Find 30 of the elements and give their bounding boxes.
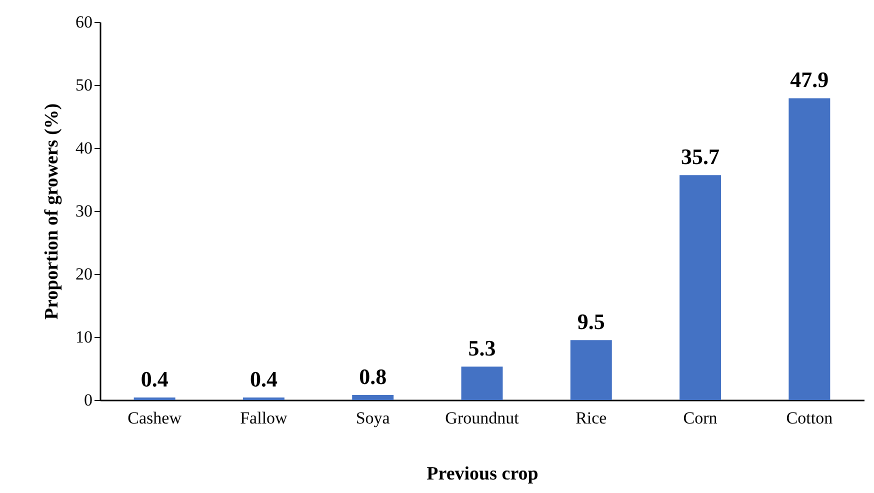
x-tick-label: Cotton	[786, 408, 834, 428]
x-tick-label: Soya	[356, 408, 390, 428]
x-tick-label: Rice	[576, 408, 607, 428]
y-tick-label: 20	[76, 264, 92, 284]
data-label: 35.7	[681, 144, 720, 170]
bar	[788, 98, 830, 400]
bar	[352, 394, 394, 400]
bar	[134, 397, 176, 400]
data-label: 0.4	[140, 366, 168, 392]
y-tick-label: 60	[76, 12, 92, 32]
bar	[461, 366, 503, 400]
x-tick-label: Groundnut	[445, 408, 520, 428]
data-label: 9.5	[577, 309, 605, 334]
data-label: 5.3	[468, 336, 496, 361]
bar	[680, 175, 722, 400]
y-tick-label: 10	[76, 328, 92, 346]
data-label: 0.8	[359, 364, 387, 389]
bar	[242, 397, 284, 400]
data-label: 0.4	[250, 366, 278, 392]
x-axis-title: Previous crop	[426, 464, 538, 484]
y-tick-label: 30	[76, 202, 92, 220]
data-label: 47.9	[790, 67, 829, 92]
y-axis-title: Proportion of growers (%)	[42, 103, 62, 320]
y-tick-label: 40	[76, 138, 92, 158]
x-tick-label: Fallow	[240, 408, 288, 428]
bar	[570, 340, 612, 400]
x-tick-label: Cashew	[128, 408, 182, 428]
x-tick-label: Corn	[683, 408, 718, 428]
y-tick-label: 50	[76, 76, 92, 94]
y-tick-label: 0	[84, 390, 92, 410]
